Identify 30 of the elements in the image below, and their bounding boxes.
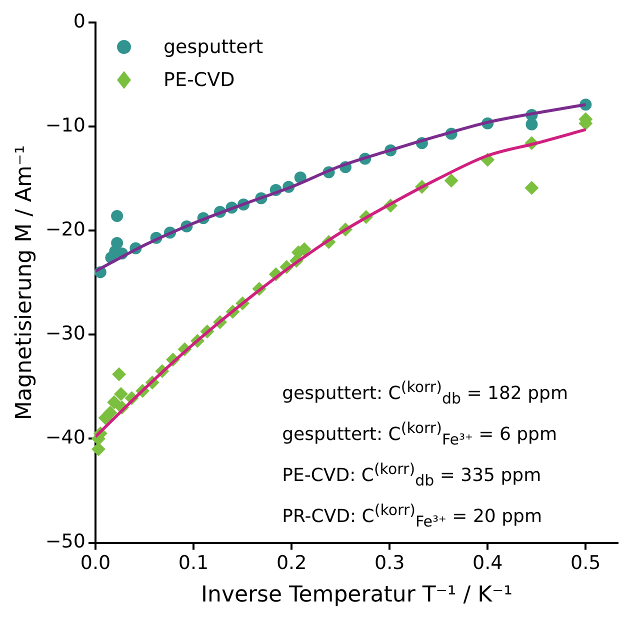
y-tick-label: −30 (45, 322, 86, 345)
x-tick-label: 0.2 (276, 552, 307, 574)
legend-label: gesputtert (163, 36, 264, 58)
y-tick-label: −10 (45, 114, 86, 136)
annotation: gesputtert: C$^{(korr)}$$_{db}$ = 182 ppm (282, 376, 568, 408)
point (111, 237, 124, 250)
annotation: PE-CVD: C$^{(korr)}$$_{db}$ = 335 ppm (282, 458, 542, 490)
point (444, 174, 458, 188)
x-tick-label: 0.1 (178, 552, 209, 574)
x-tick-label: 0.4 (472, 552, 503, 574)
point (114, 386, 128, 401)
y-tick-label: −40 (45, 426, 86, 449)
point (112, 367, 126, 382)
y-tick-label: −20 (45, 218, 86, 240)
point (526, 118, 538, 130)
point (103, 406, 118, 420)
point (107, 395, 122, 410)
legend-label: PE-CVD (163, 68, 235, 91)
annotation: gesputtert: C$^{(korr)}$$_{Fe³⁺}$ = 6 ppm (282, 418, 558, 449)
x-tick-label: 0.0 (80, 552, 111, 574)
x-tick-label: 0.5 (570, 552, 601, 574)
y-tick-label: −50 (45, 530, 86, 553)
y-axis-title: Magnetisierung M / Am⁻¹ (12, 145, 37, 420)
point (524, 180, 539, 195)
x-axis-title: Inverse Temperatur T⁻¹ / K⁻¹ (201, 582, 512, 608)
x-tick-label: 0.3 (374, 552, 405, 574)
annotation: PR-CVD: C$^{(korr)}$$_{Fe³⁺}$ = 20 ppm (282, 500, 543, 531)
point (91, 442, 106, 456)
point (111, 210, 124, 222)
y-tick-label: 0 (73, 10, 86, 32)
